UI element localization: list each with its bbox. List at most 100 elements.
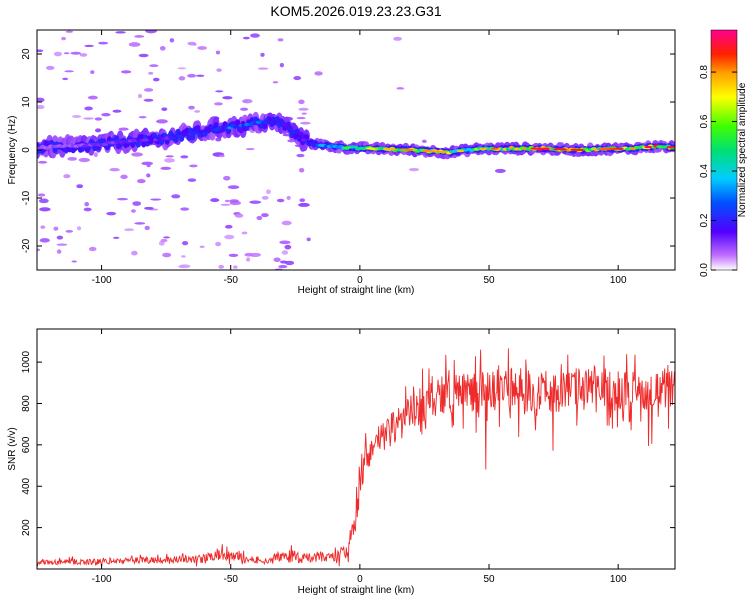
spectrogram-speckle xyxy=(169,38,175,43)
x-tick-label: -100 xyxy=(92,275,112,286)
spectrogram-speckle xyxy=(65,30,74,33)
spectrogram-speckle xyxy=(281,250,289,255)
spectrogram-speckle xyxy=(215,50,221,55)
snr-series-line xyxy=(37,348,675,567)
spectrogram-speckle xyxy=(224,224,233,229)
spectrogram-speckle xyxy=(187,73,197,78)
spectrogram-cell xyxy=(604,147,613,151)
spectrogram-speckle xyxy=(56,249,62,254)
spectrogram-speckle xyxy=(144,225,150,231)
spectrogram-speckle xyxy=(233,265,238,269)
spectrogram-cell xyxy=(541,147,550,150)
spectrogram-cell xyxy=(530,147,539,150)
spectrogram-speckle xyxy=(299,121,311,125)
spectrogram-xlabel: Height of straight line (km) xyxy=(298,285,415,296)
spectrogram-speckle xyxy=(396,87,405,90)
spectrogram-speckle xyxy=(298,202,310,207)
spectrogram-speckle xyxy=(179,264,191,269)
snr-ticks: -100 -50 0 50 100 200 400 600 800 1000 xyxy=(21,329,675,585)
colorbar-tick-label: 0.8 xyxy=(699,65,710,79)
spectrogram-speckle xyxy=(130,209,136,213)
spectrogram-speckle xyxy=(260,52,265,57)
x-tick-label: 0 xyxy=(357,275,363,286)
spectrogram-speckle xyxy=(53,226,59,231)
spectrogram-cell xyxy=(610,147,619,151)
spectrogram-speckle xyxy=(187,41,197,46)
spectrogram-speckle xyxy=(115,31,126,34)
spectrogram-speckle xyxy=(56,243,68,246)
spectrogram-speckle xyxy=(228,253,239,257)
spectrogram-speckle xyxy=(132,201,142,206)
spectrogram-speckle xyxy=(84,44,95,48)
spectrogram-speckle xyxy=(149,64,159,68)
spectrogram-speckle xyxy=(63,174,71,179)
spectrogram-speckle xyxy=(141,161,154,166)
y-tick-label: -10 xyxy=(21,190,32,205)
spectrogram-cell xyxy=(281,123,288,127)
spectrogram-cell xyxy=(666,146,675,149)
x-tick-label: -50 xyxy=(223,574,238,585)
spectrogram-speckle xyxy=(83,207,92,212)
spectrogram-speckle xyxy=(116,197,129,201)
spectrogram-cell xyxy=(644,145,653,149)
spectrogram-speckle xyxy=(229,199,239,203)
spectrogram-speckle xyxy=(220,203,231,206)
spectrogram-speckle xyxy=(218,154,225,158)
spectrogram-speckle xyxy=(197,46,207,50)
x-tick-label: 100 xyxy=(610,574,627,585)
spectrogram-speckle xyxy=(146,164,151,168)
spectrogram-speckle xyxy=(287,139,296,143)
snr-ylabel: SNR (v/v) xyxy=(7,427,18,470)
spectrogram-speckle xyxy=(178,76,186,81)
spectrogram-speckle xyxy=(72,114,82,118)
spectrogram-speckle xyxy=(293,76,302,81)
spectrogram-speckle xyxy=(137,93,143,99)
spectrogram-speckle xyxy=(284,244,292,250)
y-tick-label: 20 xyxy=(21,48,32,60)
spectrogram-speckle xyxy=(277,38,284,42)
spectrogram-speckle xyxy=(39,207,51,212)
spectrogram-speckle xyxy=(78,157,91,163)
spectrogram-speckle xyxy=(306,237,311,242)
spectrogram-speckle xyxy=(244,252,254,257)
spectrogram-speckle xyxy=(224,234,235,240)
spectrogram-speckle xyxy=(163,236,170,239)
spectrogram-speckle xyxy=(37,160,48,164)
spectrogram-speckle xyxy=(214,102,223,106)
spectrogram-ylabel: Frequency (Hz) xyxy=(7,116,18,185)
spectrogram-speckle xyxy=(181,240,189,246)
spectrogram-speckle xyxy=(64,70,74,73)
spectrogram-speckle xyxy=(177,67,187,70)
x-tick-label: 0 xyxy=(357,574,363,585)
spectrogram-speckle xyxy=(257,67,269,70)
spectrogram-speckle xyxy=(161,107,168,111)
spectrogram-speckle xyxy=(88,246,97,252)
spectrogram-speckle xyxy=(143,206,154,210)
colorbar-gradient xyxy=(710,29,738,271)
spectrogram-speckle xyxy=(160,238,168,243)
spectrogram-speckle xyxy=(148,71,154,75)
spectrogram-speckle xyxy=(227,185,240,190)
spectrogram-speckle xyxy=(146,173,151,178)
spectrogram-speckle xyxy=(37,49,44,53)
spectrogram-speckle xyxy=(128,42,141,47)
spectrogram-speckle xyxy=(245,257,251,262)
spectrogram-speckle xyxy=(298,99,305,105)
spectrogram-speckle xyxy=(188,105,195,110)
spectrogram-speckle xyxy=(143,98,154,102)
x-tick-label: -100 xyxy=(92,574,112,585)
spectrogram-speckle xyxy=(40,225,46,229)
spectrogram-speckle xyxy=(131,152,143,157)
spectrogram-speckle xyxy=(101,113,111,117)
spectrogram-speckle xyxy=(210,198,220,203)
y-tick-label: 10 xyxy=(21,96,32,108)
spectrogram-speckle xyxy=(273,257,281,263)
spectrogram-speckle xyxy=(180,207,190,211)
spectrogram-speckle xyxy=(134,222,146,225)
colorbar: 0.0 0.2 0.4 0.6 0.8 Normalized spectral ampl… xyxy=(699,29,748,277)
spectrogram-speckle xyxy=(276,198,285,203)
spectrogram-speckle xyxy=(79,53,88,57)
spectrogram-speckle xyxy=(162,252,172,258)
spectrogram-speckle xyxy=(39,238,50,243)
